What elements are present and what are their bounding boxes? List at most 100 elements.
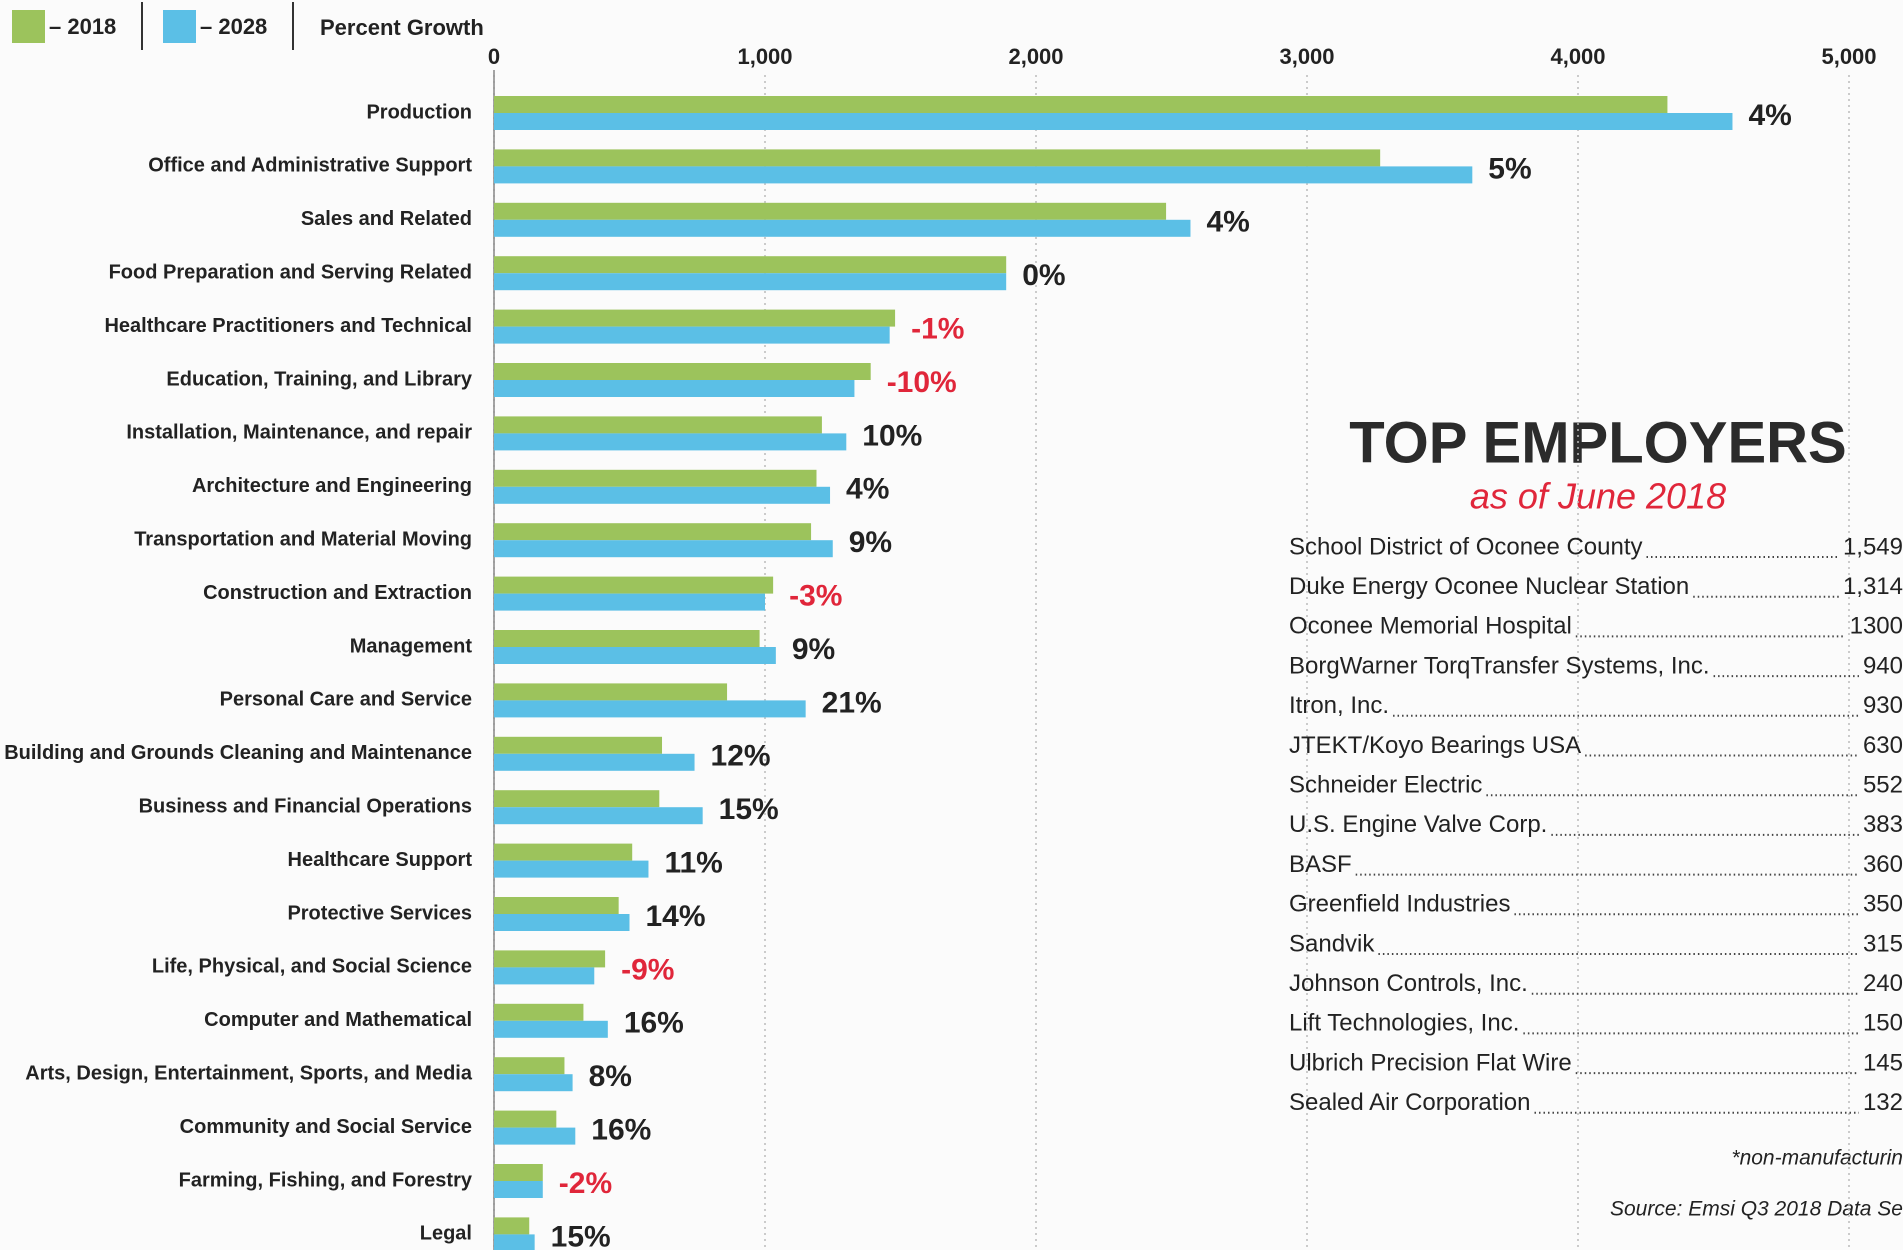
employer-name: BorgWarner TorqTransfer Systems, Inc. [1289, 652, 1710, 679]
employer-name: U.S. Engine Valve Corp. [1289, 811, 1547, 838]
employer-name: Sandvik [1289, 930, 1375, 957]
bar [494, 790, 660, 808]
y-tick-label: Personal Care and Service [220, 689, 472, 711]
bar [494, 683, 728, 701]
bar [494, 860, 649, 878]
employer-name: Greenfield Industries [1289, 891, 1510, 918]
growth-label: 10% [862, 419, 922, 452]
bar [494, 630, 760, 647]
growth-label: 15% [551, 1220, 611, 1250]
bar [494, 700, 806, 718]
employer-count: 383 [1863, 811, 1903, 838]
bar [494, 1074, 573, 1092]
employer-count: 630 [1863, 732, 1903, 759]
growth-label: -10% [887, 366, 957, 399]
growth-label: 12% [711, 740, 771, 773]
bar [494, 807, 703, 825]
bar [494, 1057, 565, 1075]
bar [494, 416, 822, 434]
employer-count: 1,314 [1843, 573, 1903, 600]
employer-count: 132 [1863, 1089, 1903, 1116]
growth-label: -2% [559, 1167, 612, 1200]
bar [494, 469, 817, 487]
bar [494, 309, 896, 327]
y-tick-label: Life, Physical, and Social Science [152, 956, 472, 978]
growth-label: -9% [621, 953, 674, 986]
bar [494, 166, 1473, 184]
bar [494, 380, 855, 397]
employer-name: Sealed Air Corporation [1289, 1089, 1530, 1116]
growth-label: 15% [719, 793, 779, 826]
growth-label: 16% [624, 1007, 684, 1040]
employer-name: Itron, Inc. [1289, 692, 1389, 719]
employer-name: Ulbrich Precision Flat Wire [1289, 1049, 1572, 1076]
legend-swatch [163, 10, 196, 43]
y-tick-label: Protective Services [287, 902, 472, 924]
employer-name: School District of Oconee County [1289, 533, 1643, 560]
bar [494, 219, 1191, 237]
bar [494, 967, 595, 985]
employer-count: 360 [1863, 851, 1903, 878]
bar [494, 1127, 576, 1145]
growth-label: 11% [664, 847, 722, 880]
bar [494, 897, 619, 914]
growth-label: 9% [849, 526, 892, 559]
employer-name: Duke Energy Oconee Nuclear Station [1289, 573, 1689, 600]
bar [494, 363, 871, 380]
y-tick-label: Management [350, 635, 473, 657]
employer-count: 145 [1863, 1049, 1903, 1076]
growth-label: 8% [589, 1060, 632, 1093]
growth-label: -1% [911, 313, 964, 346]
bar [494, 576, 774, 594]
growth-label: 0% [1022, 259, 1065, 292]
employer-name: Schneider Electric [1289, 772, 1482, 799]
footnote: *non-manufacturin [1731, 1147, 1903, 1170]
employer-count: 315 [1863, 930, 1903, 957]
bar [494, 593, 765, 611]
bar [494, 950, 606, 968]
x-tick-label: 3,000 [1279, 44, 1334, 69]
bar [494, 1217, 530, 1235]
bar [494, 273, 1007, 291]
growth-label: 21% [822, 686, 882, 719]
employer-count: 150 [1863, 1010, 1903, 1037]
bar [494, 1164, 543, 1181]
growth-label: 4% [1206, 206, 1249, 239]
y-tick-label: Community and Social Service [180, 1116, 472, 1138]
growth-label: 9% [792, 633, 835, 666]
y-tick-label: Arts, Design, Entertainment, Sports, and… [25, 1062, 473, 1084]
y-tick-label: Production [366, 101, 472, 123]
y-tick-label: Computer and Mathematical [204, 1009, 472, 1031]
bar [494, 433, 847, 451]
bar [494, 113, 1733, 130]
y-tick-label: Building and Grounds Cleaning and Mainte… [4, 742, 472, 764]
y-tick-label: Transportation and Material Moving [134, 528, 472, 550]
bar [494, 843, 633, 861]
x-tick-label: 0 [488, 44, 500, 69]
y-tick-label: Farming, Fishing, and Forestry [179, 1169, 473, 1191]
x-tick-label: 4,000 [1550, 44, 1605, 69]
bar [494, 202, 1167, 220]
bar [494, 1181, 543, 1198]
bar [494, 753, 695, 771]
employer-count: 350 [1863, 891, 1903, 918]
bar [494, 523, 812, 541]
employer-name: Johnson Controls, Inc. [1289, 970, 1528, 997]
legend-label: Percent Growth [320, 15, 484, 40]
y-tick-label: Construction and Extraction [203, 582, 472, 604]
employer-count: 1300 [1850, 613, 1903, 640]
bar [494, 1234, 535, 1250]
growth-label: 14% [646, 900, 706, 933]
x-tick-label: 1,000 [737, 44, 792, 69]
bar [494, 914, 630, 931]
table-title: TOP EMPLOYERS [1349, 410, 1846, 475]
bar [494, 256, 1007, 274]
y-tick-label: Education, Training, and Library [166, 368, 472, 390]
y-tick-label: Architecture and Engineering [192, 475, 472, 497]
employer-name: Oconee Memorial Hospital [1289, 613, 1572, 640]
table-subtitle: as of June 2018 [1470, 476, 1726, 517]
bar [494, 1020, 608, 1038]
employer-name: Lift Technologies, Inc. [1289, 1010, 1519, 1037]
y-tick-label: Sales and Related [301, 208, 472, 230]
